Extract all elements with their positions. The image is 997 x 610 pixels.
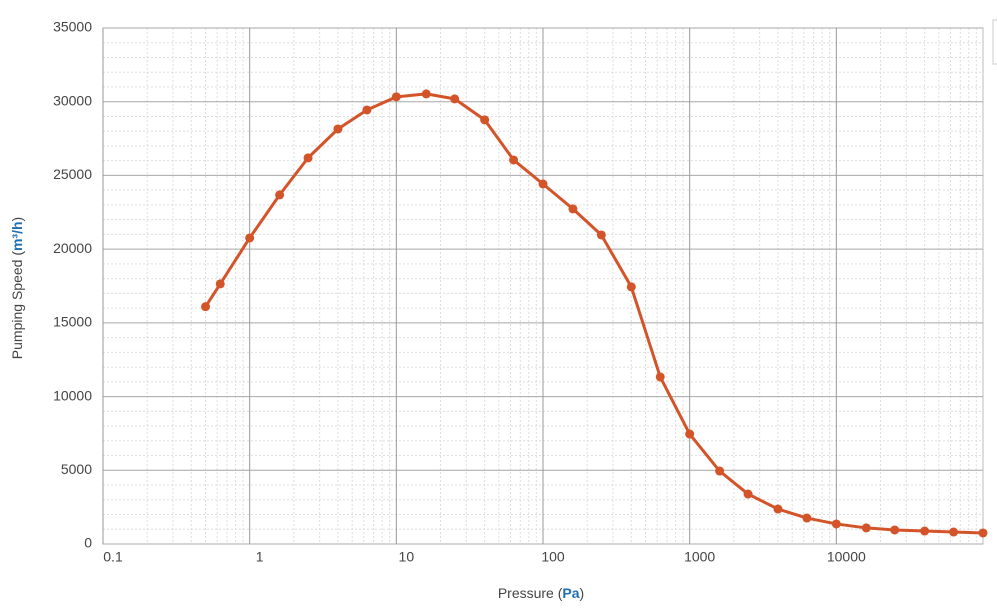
x-tick-label: 1000 xyxy=(684,549,715,565)
y-tick-label: 0 xyxy=(84,535,92,551)
point xyxy=(568,204,578,214)
point xyxy=(362,105,372,115)
x-tick-label: 100 xyxy=(541,549,565,565)
y-tick-label: 15000 xyxy=(53,314,92,330)
point xyxy=(920,526,930,536)
side-widget xyxy=(992,19,997,65)
point xyxy=(743,489,753,499)
point xyxy=(685,429,695,439)
point xyxy=(949,527,959,537)
x-tick-label: 10000 xyxy=(827,549,866,565)
point xyxy=(215,279,225,289)
point xyxy=(831,519,841,529)
y-tick-label: 30000 xyxy=(53,92,92,108)
point xyxy=(626,282,636,292)
x-axis-label: Pressure (Pa) xyxy=(498,585,584,601)
y-tick-label: 20000 xyxy=(53,240,92,256)
line xyxy=(204,92,984,535)
point xyxy=(802,513,812,523)
point xyxy=(391,92,401,102)
x-tick-label: 1 xyxy=(256,549,264,565)
y-tick-label: 35000 xyxy=(53,19,92,35)
point xyxy=(890,525,900,535)
x-tick-label: 10 xyxy=(399,549,415,565)
y-tick-label: 5000 xyxy=(61,461,92,477)
x-tick-label: 0.1 xyxy=(103,549,123,565)
y-tick-label: 25000 xyxy=(53,166,92,182)
point xyxy=(861,523,871,533)
point xyxy=(450,94,460,104)
y-tick-label: 10000 xyxy=(53,387,92,403)
point xyxy=(596,230,606,240)
point xyxy=(421,89,431,99)
point xyxy=(303,153,313,163)
point xyxy=(333,124,343,134)
y-axis-label: Pumping Speed (m³/h) xyxy=(9,217,25,359)
point xyxy=(538,179,548,189)
point xyxy=(978,528,988,538)
point xyxy=(480,115,490,125)
point xyxy=(201,302,211,312)
point xyxy=(275,190,285,200)
point xyxy=(773,504,783,514)
point xyxy=(509,155,519,165)
point xyxy=(715,466,725,476)
point xyxy=(245,233,255,243)
point xyxy=(655,372,665,382)
